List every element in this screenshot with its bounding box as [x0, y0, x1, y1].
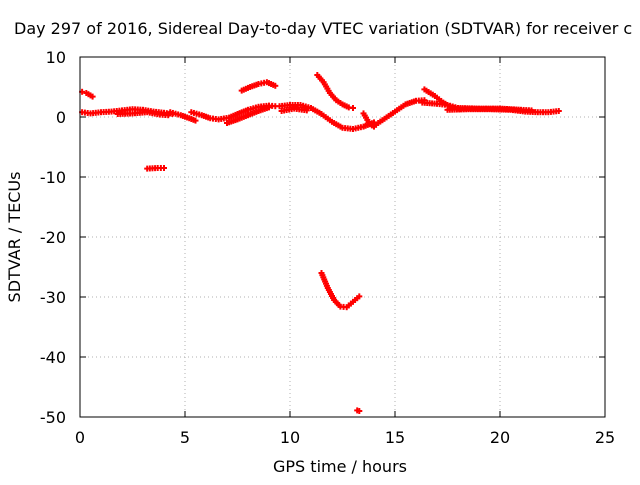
y-tick-label: -40: [40, 348, 66, 367]
series-a7: [238, 79, 279, 94]
x-tick-label: 5: [180, 428, 190, 447]
series-a10: [314, 72, 356, 111]
series-a17: [354, 407, 363, 414]
data-points: [79, 72, 562, 414]
y-tick-label: -50: [40, 408, 66, 427]
series-a4: [167, 109, 199, 124]
series-a1: [79, 88, 96, 100]
axis-ticks: [79, 56, 606, 418]
x-tick-label: 25: [595, 428, 615, 447]
x-tick-label: 20: [490, 428, 510, 447]
x-tick-label: 0: [75, 428, 85, 447]
y-axis-label: SDTVAR / TECUs: [5, 172, 24, 303]
series-a15: [144, 165, 167, 172]
x-tick-label: 15: [385, 428, 405, 447]
x-tick-label: 10: [280, 428, 300, 447]
axis-tick-labels: 0 5 10 15 20 25 10 0 -10 -20 -30 -40 -50: [40, 48, 615, 447]
series-a9: [278, 105, 310, 114]
chart-title: Day 297 of 2016, Sidereal Day-to-day VTE…: [14, 19, 632, 38]
series-a3: [114, 109, 172, 119]
y-tick-label: -30: [40, 288, 66, 307]
y-tick-label: 10: [46, 48, 66, 67]
x-axis-label: GPS time / hours: [273, 457, 407, 476]
series-a16: [318, 270, 363, 311]
series-a11: [360, 97, 428, 130]
y-tick-label: 0: [56, 108, 66, 127]
series-a14: [444, 106, 562, 116]
y-tick-label: -10: [40, 168, 66, 187]
grid-lines: [80, 57, 605, 417]
series-a6: [224, 104, 272, 126]
series-a8: [276, 102, 377, 132]
y-tick-label: -20: [40, 228, 66, 247]
